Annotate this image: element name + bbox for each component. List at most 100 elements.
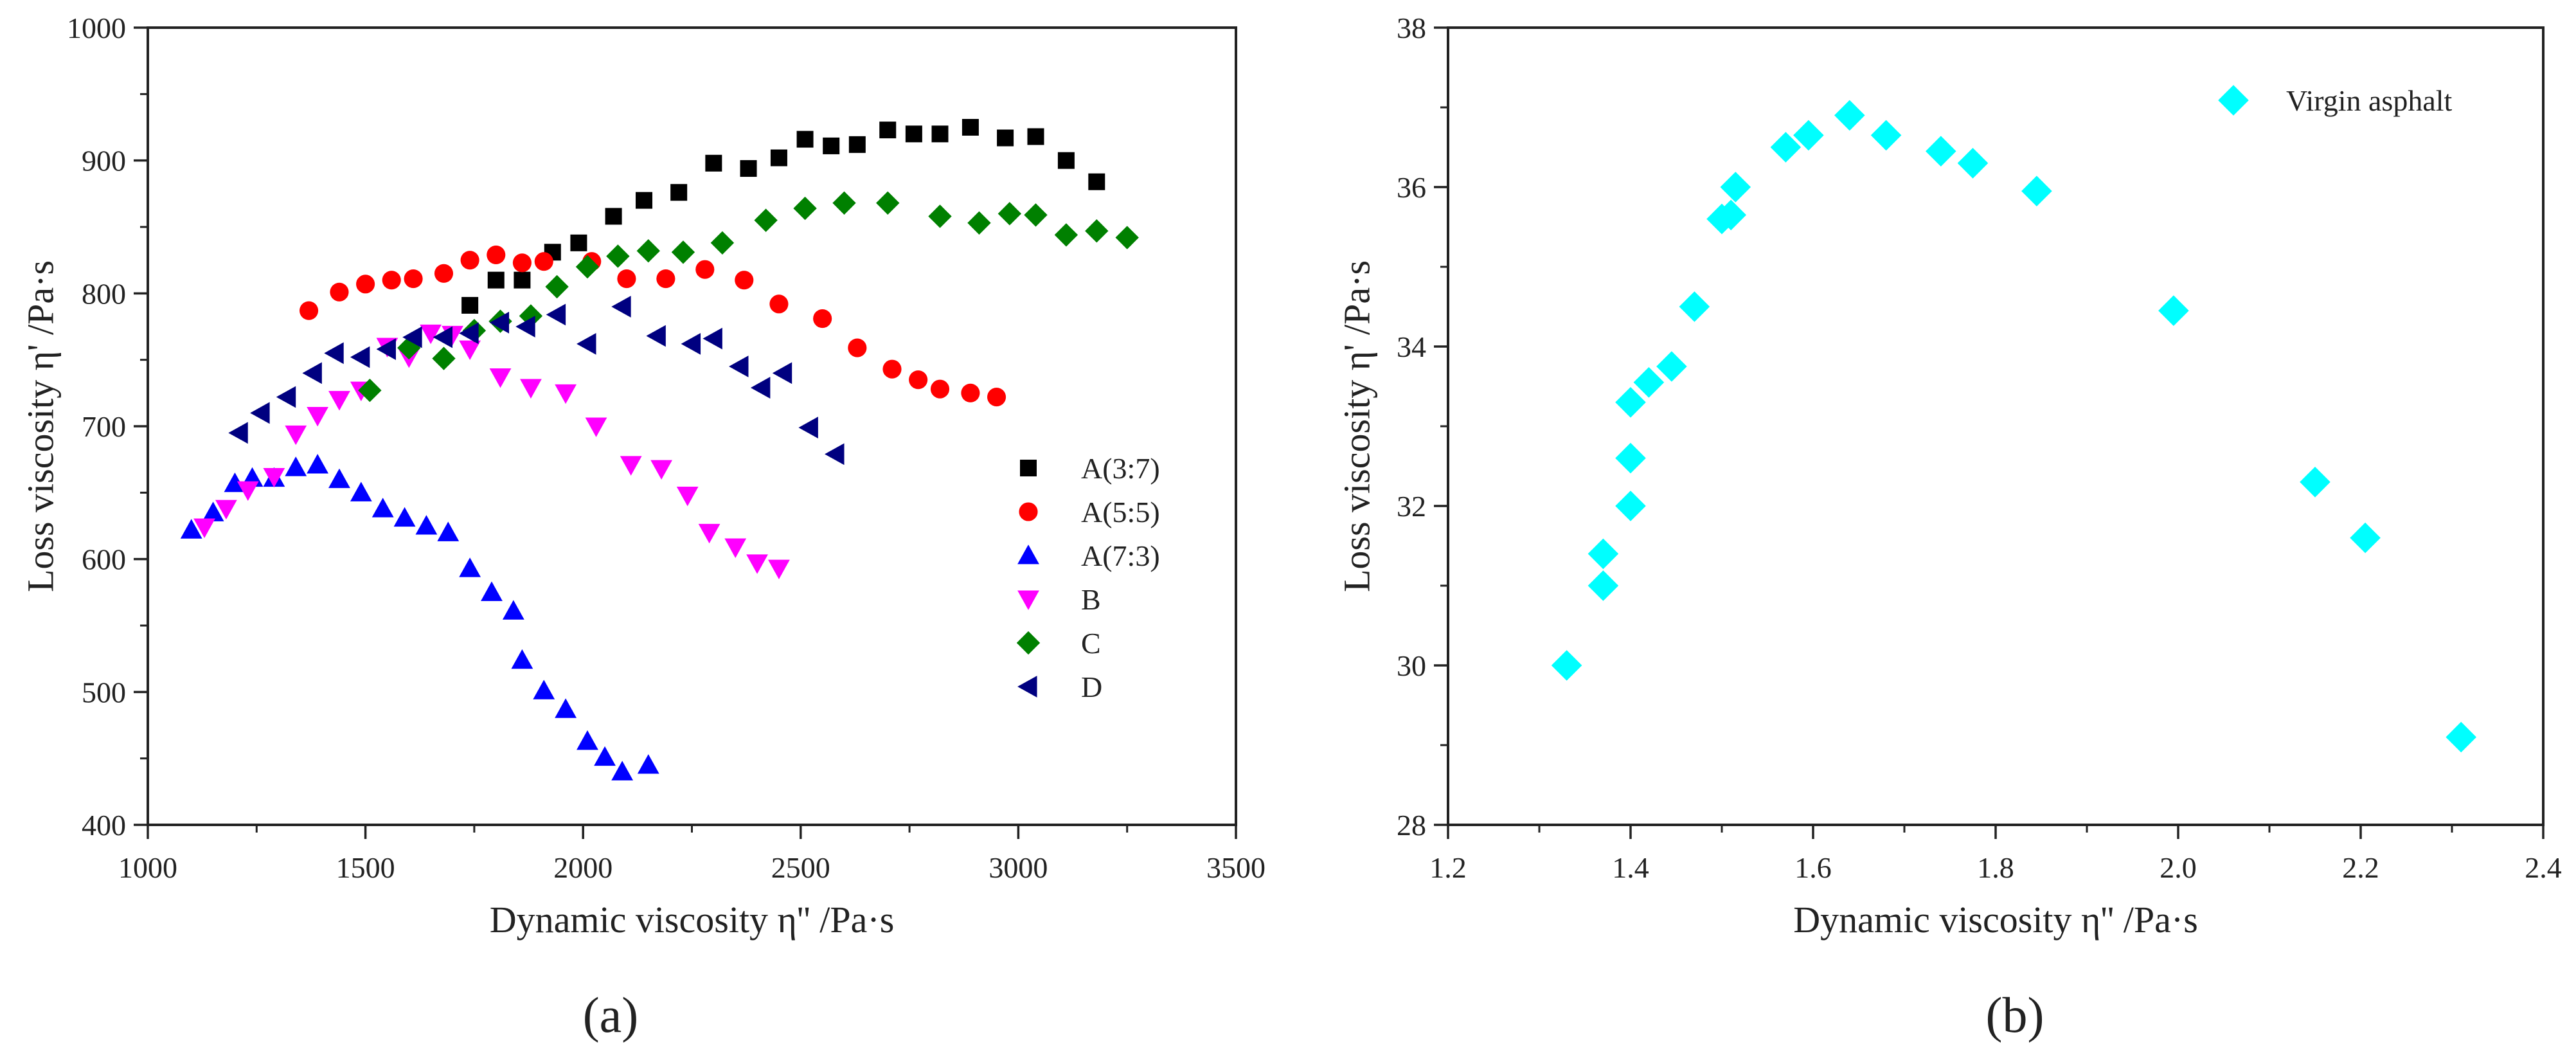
chart-a-marks (180, 119, 1139, 780)
chart-a-legend-marker (1017, 676, 1037, 698)
chart-b-panel-label: (b) (1986, 987, 2044, 1043)
chart-a-point-C (671, 240, 695, 264)
chart-a-point-A(3:7) (1027, 128, 1044, 145)
chart-a-point-A(3:7) (997, 129, 1014, 147)
chart-a-point-B (520, 379, 542, 399)
chart-b-point-Virgin asphalt (1615, 491, 1646, 521)
chart-a-point-A(3:7) (1088, 173, 1105, 190)
chart-b-point-Virgin asphalt (1957, 148, 1989, 179)
chart-a-point-A(5:5) (909, 370, 928, 390)
chart-a-point-D (772, 362, 792, 384)
chart-a-point-D (228, 422, 248, 444)
chart-a-point-B (768, 559, 790, 580)
chart-a-point-C (1085, 219, 1109, 243)
chart-a-point-C (358, 379, 382, 402)
chart-a-point-B (215, 500, 237, 520)
chart-a-point-C (575, 255, 600, 279)
chart-a-x-tick-label: 2000 (553, 851, 613, 884)
chart-a-point-D (350, 346, 370, 368)
chart-b-point-Virgin asphalt (1679, 291, 1710, 322)
chart-a-point-B (420, 324, 442, 345)
chart-a-point-A(5:5) (987, 387, 1006, 407)
chart-a-point-D (459, 322, 479, 345)
chart-a-point-C (606, 244, 630, 268)
chart-a-point-A(3:7) (962, 119, 979, 136)
chart-b-point-Virgin asphalt (1588, 538, 1619, 570)
chart-a-point-A(7:3) (577, 730, 598, 750)
chart-b-legend-label: Virgin asphalt (2286, 84, 2453, 117)
chart-a-point-D (825, 443, 845, 465)
chart-a-point-D (376, 338, 396, 361)
chart-b-point-Virgin asphalt (1870, 120, 1902, 151)
chart-a-x-tick-label: 2500 (771, 851, 830, 884)
chart-a-legend-marker (1016, 631, 1041, 655)
chart-a-point-D (798, 417, 818, 438)
chart-a-point-A(5:5) (656, 269, 675, 289)
chart-a-point-A(3:7) (636, 192, 653, 209)
chart-b-point-Virgin asphalt (1551, 650, 1582, 681)
chart-a-point-C (545, 275, 569, 299)
chart-a-point-A(5:5) (356, 275, 375, 294)
chart-a-panel-label: (a) (583, 987, 639, 1043)
chart-a-legend: A(3:7) A(5:5) A(7:3) BCD (1016, 452, 1160, 703)
chart-b-y-tick-label: 28 (1397, 809, 1426, 842)
chart-a-x-tick-label: 1500 (336, 851, 395, 884)
chart-a-point-D (750, 377, 771, 399)
chart-a-legend-label: C (1081, 627, 1101, 660)
chart-a-point-B (724, 538, 747, 558)
chart-a-point-A(7:3) (371, 498, 394, 518)
chart-a-point-A(3:7) (770, 149, 787, 167)
chart-b-point-Virgin asphalt (1926, 136, 1956, 167)
chart-b-point-Virgin asphalt (1715, 199, 1746, 231)
chart-b-x-axis-title: Dynamic viscosity η'' /Pa·s (1793, 899, 2198, 941)
chart-a-point-A(5:5) (617, 269, 636, 289)
chart-a-point-A(3:7) (514, 271, 531, 289)
chart-a-point-A(7:3) (180, 519, 202, 539)
chart-a-y-tick-label: 600 (82, 543, 126, 576)
chart-a-point-A(5:5) (930, 379, 950, 399)
chart-a-point-C (793, 196, 817, 221)
chart-a-point-A(7:3) (511, 649, 533, 669)
chart-a-point-B (328, 391, 350, 411)
chart-a-point-C (754, 208, 778, 232)
chart-panel-b: 1.2 1.4 1.6 1.8 2.0 2.2 2.4 28 30 32 34 36 38 Virgin… (1336, 12, 2561, 1043)
chart-b-y-tick-label: 34 (1397, 330, 1426, 363)
chart-b-point-Virgin asphalt (1656, 351, 1687, 382)
chart-a-y-axis-title: Loss viscosity η' /Pa·s (19, 260, 61, 592)
chart-a-y-tick-label: 1000 (67, 12, 126, 44)
chart-b-legend: Virgin asphalt (2218, 84, 2453, 117)
chart-a-point-A(3:7) (740, 160, 757, 177)
chart-a-point-A(5:5) (434, 264, 454, 283)
chart-a-point-A(3:7) (705, 154, 722, 172)
chart-a-point-A(3:7) (461, 296, 479, 314)
chart-a-point-A(7:3) (459, 557, 481, 577)
chart-a-point-B (263, 468, 285, 488)
chart-a-legend-marker (1019, 502, 1038, 521)
chart-a-point-A(7:3) (224, 472, 246, 492)
chart-a-point-A(5:5) (330, 282, 349, 302)
chart-a-y-tick-label: 800 (82, 277, 126, 310)
chart-a-point-B (307, 406, 329, 427)
chart-a-point-A(5:5) (735, 271, 754, 290)
chart-a-point-B (555, 384, 577, 404)
chart-a-legend-label: A(5:5) (1081, 496, 1160, 528)
chart-a-point-C (876, 191, 900, 215)
chart-b-y-tick-label: 30 (1397, 649, 1426, 682)
chart-b-point-Virgin asphalt (1588, 570, 1619, 601)
chart-a-point-A(3:7) (848, 136, 866, 153)
chart-a-point-A(7:3) (437, 521, 460, 541)
chart-a-point-A(7:3) (307, 454, 329, 474)
chart-a-point-A(3:7) (931, 125, 949, 143)
chart-a-point-C (1024, 203, 1048, 227)
chart-a-x-tick-label: 1000 (118, 851, 177, 884)
chart-b-x-tick-label: 2.4 (2525, 851, 2562, 884)
chart-b-x-tick-label: 2.0 (2160, 851, 2197, 884)
chart-b-point-Virgin asphalt (2158, 295, 2189, 326)
chart-a-point-D (611, 296, 631, 318)
chart-a-legend-marker (1017, 545, 1039, 564)
chart-b-y-tick-label: 38 (1397, 12, 1426, 44)
chart-a-point-A(7:3) (611, 761, 634, 780)
chart-b-legend-marker (2218, 85, 2249, 116)
chart-a-point-A(7:3) (285, 456, 307, 476)
